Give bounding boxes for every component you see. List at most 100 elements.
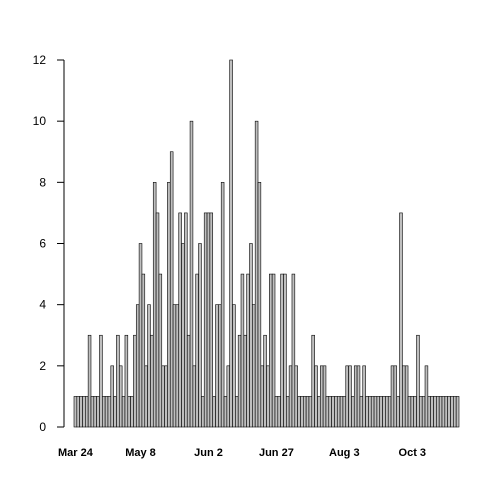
bar	[93, 396, 97, 428]
bar	[407, 396, 412, 428]
bar	[376, 396, 381, 428]
bar	[311, 334, 315, 428]
bar	[206, 212, 211, 428]
bar	[144, 365, 148, 428]
bar	[382, 396, 386, 428]
bar	[283, 273, 287, 428]
y-tick-label: 8	[39, 175, 46, 189]
bar	[336, 396, 341, 428]
bar	[373, 396, 378, 428]
bar	[90, 396, 95, 428]
bar	[121, 396, 126, 428]
bar	[387, 396, 392, 428]
bar	[201, 396, 205, 428]
bar	[167, 182, 171, 428]
bar	[223, 396, 228, 428]
bar	[155, 212, 160, 428]
y-tick-label: 4	[39, 298, 46, 312]
bar	[359, 396, 364, 428]
bar	[269, 273, 273, 428]
bar	[76, 396, 80, 428]
bar	[237, 334, 242, 428]
x-tick-label: Mar 24	[58, 447, 94, 459]
bar	[441, 396, 446, 428]
x-tick-label: Aug 3	[329, 447, 360, 459]
bar	[353, 365, 358, 428]
bar	[286, 396, 290, 428]
bar	[141, 273, 146, 428]
bar	[413, 396, 417, 428]
bar	[297, 396, 301, 428]
bar	[169, 151, 174, 428]
bar	[331, 396, 335, 428]
bar	[351, 396, 355, 428]
bar	[291, 273, 296, 428]
bar	[370, 396, 375, 428]
bar	[334, 396, 338, 428]
bar	[218, 304, 222, 428]
bar	[274, 396, 279, 428]
x-axis: Mar 24 May 8 Jun 2 Jun 27 Aug 3 Oct 3	[58, 447, 426, 459]
bar	[390, 365, 395, 428]
bar	[385, 396, 389, 428]
bar	[271, 273, 276, 428]
bar	[416, 334, 420, 428]
bar	[325, 396, 330, 428]
bar	[116, 334, 120, 428]
bar	[280, 273, 284, 428]
bar	[430, 396, 434, 428]
bar	[328, 396, 332, 428]
y-tick-label: 0	[39, 420, 46, 434]
bar	[184, 212, 188, 428]
bar	[107, 396, 112, 428]
bar	[243, 334, 247, 428]
bar	[252, 304, 256, 428]
bar	[436, 396, 440, 428]
bar	[82, 396, 86, 428]
bar	[158, 273, 163, 428]
bar	[124, 334, 129, 428]
bar	[314, 365, 318, 428]
bar	[260, 365, 264, 428]
bar	[362, 365, 366, 428]
bar	[127, 396, 131, 428]
bar	[118, 365, 123, 428]
bar	[147, 304, 151, 428]
bar	[450, 396, 454, 428]
bar	[209, 212, 214, 428]
bar	[138, 243, 143, 428]
bar	[317, 396, 321, 428]
bar	[396, 396, 400, 428]
x-tick-label: Oct 3	[399, 447, 427, 459]
bar	[172, 304, 177, 428]
bar	[220, 182, 225, 428]
bar	[130, 396, 134, 428]
bar	[135, 304, 140, 428]
bar	[254, 120, 259, 428]
bar	[288, 365, 293, 428]
y-tick-label: 6	[39, 237, 46, 251]
bar	[229, 59, 233, 428]
bar	[399, 212, 403, 428]
bar	[212, 396, 216, 428]
bar	[246, 273, 250, 428]
bar	[433, 396, 437, 428]
bar	[192, 365, 197, 428]
bar	[444, 396, 448, 428]
bar	[198, 243, 202, 428]
bar	[379, 396, 383, 428]
bar	[215, 304, 219, 428]
bar	[410, 396, 415, 428]
x-tick-label: Jun 2	[194, 447, 223, 459]
bar	[319, 365, 324, 428]
bars-group	[73, 59, 460, 428]
bar	[161, 365, 165, 428]
bar	[240, 273, 245, 428]
bar	[447, 396, 451, 428]
y-tick-label: 12	[33, 53, 47, 67]
bar	[226, 365, 230, 428]
bar	[257, 182, 262, 428]
bar	[133, 334, 137, 428]
y-tick-label: 10	[33, 114, 47, 128]
